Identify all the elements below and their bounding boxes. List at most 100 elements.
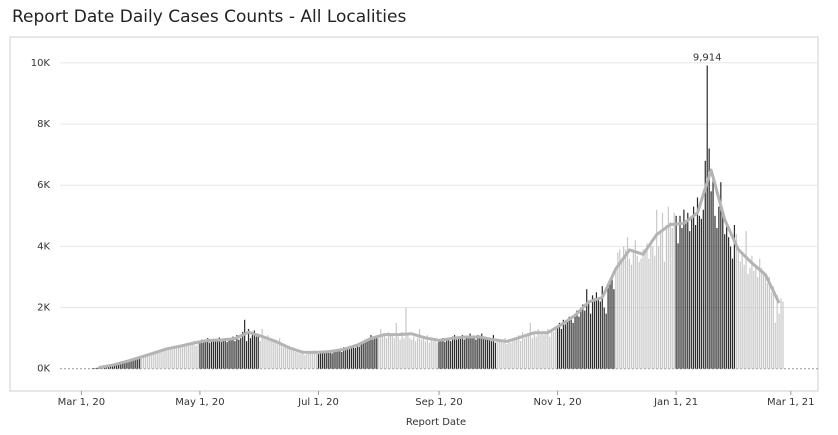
bar [615, 270, 617, 369]
bar [551, 330, 553, 369]
bar [584, 310, 586, 369]
y-tick-label: 6K [37, 180, 50, 191]
bar [646, 243, 648, 369]
bar [671, 228, 673, 369]
bar [586, 289, 588, 369]
bar [533, 332, 535, 369]
bar [279, 338, 281, 369]
bar [302, 350, 304, 369]
bar [582, 304, 584, 369]
plot-frame [9, 36, 819, 392]
bar [296, 350, 298, 369]
bar [770, 292, 772, 369]
bar [115, 364, 117, 369]
bar [244, 319, 246, 369]
bar [440, 341, 442, 369]
bar [481, 333, 483, 369]
bar [232, 336, 234, 369]
y-tick-label: 2K [37, 303, 50, 314]
bar [733, 224, 736, 369]
bar [621, 261, 623, 369]
bar [444, 341, 446, 369]
bar [176, 345, 178, 369]
bar [436, 342, 438, 369]
bar [181, 346, 184, 369]
bar [708, 148, 710, 369]
bar [700, 218, 702, 369]
bar [496, 339, 498, 369]
bar [374, 336, 376, 369]
bar [331, 353, 333, 369]
bar [214, 341, 217, 369]
bar [347, 347, 349, 369]
bar [360, 342, 362, 369]
bar [698, 215, 701, 369]
bar [727, 237, 730, 369]
bar [457, 338, 460, 369]
bar [619, 249, 621, 369]
bar [420, 339, 423, 369]
bar [304, 354, 306, 369]
bar [364, 339, 366, 369]
bar [768, 276, 771, 369]
bar [648, 258, 650, 369]
bar [411, 339, 413, 369]
bar [277, 344, 279, 369]
bar [222, 339, 224, 369]
bar [327, 351, 329, 369]
bar [531, 338, 533, 369]
bar [516, 338, 518, 369]
x-tick-label: Mar 1, 20 [58, 397, 106, 408]
bar [216, 339, 219, 369]
bar [391, 335, 393, 369]
bar [774, 322, 776, 369]
bar [658, 246, 660, 369]
bar [323, 352, 325, 369]
bar [520, 341, 522, 369]
bar [741, 252, 743, 369]
bar [265, 339, 267, 369]
bar [191, 342, 193, 369]
bar [766, 283, 769, 369]
bar [669, 221, 671, 369]
bar [315, 352, 318, 369]
bar [726, 221, 728, 369]
bar [261, 328, 263, 369]
bar [387, 332, 390, 369]
bar [772, 286, 774, 369]
bar [253, 330, 255, 369]
bar [417, 338, 419, 369]
bar [488, 338, 491, 369]
bar [597, 298, 599, 369]
bar [712, 179, 714, 369]
bar [152, 352, 154, 369]
bar [308, 353, 310, 369]
bar [195, 345, 197, 369]
bar [547, 328, 549, 369]
bar [605, 313, 607, 369]
bar [718, 206, 720, 369]
bar [486, 339, 489, 369]
bar [638, 261, 640, 369]
bar [753, 270, 755, 369]
x-tick-label: Jan 1, 21 [653, 397, 698, 408]
bar [133, 360, 135, 369]
bar [714, 215, 716, 369]
bar [525, 336, 528, 369]
bar [185, 345, 187, 369]
bar [494, 342, 496, 369]
bar [450, 341, 452, 369]
bar [257, 335, 259, 369]
bar [368, 338, 370, 369]
bar [333, 349, 335, 369]
bar [681, 228, 683, 369]
bar [179, 344, 182, 369]
bar [580, 307, 582, 369]
bar [461, 335, 463, 369]
bar [780, 298, 782, 369]
bar [352, 345, 355, 369]
bar [168, 347, 170, 369]
bar [696, 197, 699, 369]
bar [150, 353, 152, 369]
bar [776, 295, 778, 369]
